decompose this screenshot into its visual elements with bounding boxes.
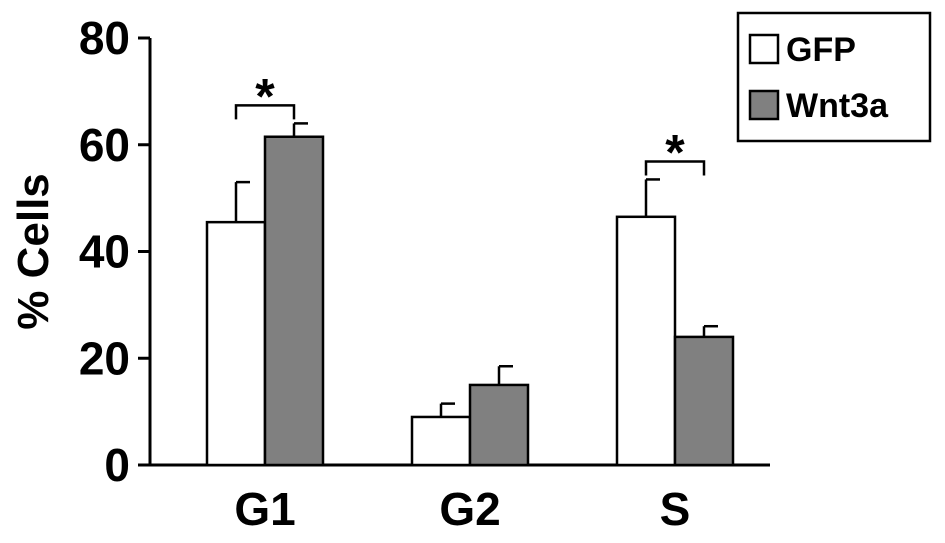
error-bars xyxy=(234,122,718,417)
y-axis-label: % Cells xyxy=(9,173,58,330)
legend-swatch-gfp xyxy=(748,33,780,65)
bar-wnt3a-g1 xyxy=(263,135,325,467)
bar-gfp-g2 xyxy=(410,415,472,467)
bars xyxy=(205,135,735,467)
category-label-g2: G2 xyxy=(439,483,500,535)
y-tick-label: 20 xyxy=(79,332,130,384)
significance-bracket xyxy=(644,160,706,176)
legend-swatch-wnt3a xyxy=(748,89,780,121)
y-tick-label: 0 xyxy=(104,439,130,491)
bar-wnt3a-s xyxy=(673,335,735,467)
category-label-s: S xyxy=(660,483,691,535)
y-tick-label: 60 xyxy=(79,119,130,171)
significance-star: * xyxy=(665,124,685,180)
y-ticks: 0 20 40 60 80 xyxy=(79,12,150,491)
category-label-g1: G1 xyxy=(234,483,295,535)
legend: GFP Wnt3a xyxy=(736,11,932,143)
legend-label-wnt3a: Wnt3a xyxy=(786,87,889,125)
bar-gfp-s xyxy=(615,215,677,467)
y-tick-label: 80 xyxy=(79,12,130,64)
legend-label-gfp: GFP xyxy=(786,31,856,69)
category-labels: G1 G2 S xyxy=(234,483,690,535)
significance-bracket xyxy=(234,104,296,120)
y-tick-label: 40 xyxy=(79,226,130,278)
significance-markers: ** xyxy=(234,68,706,180)
bar-wnt3a-g2 xyxy=(468,383,530,467)
bar-gfp-g1 xyxy=(205,220,267,467)
significance-star: * xyxy=(255,68,275,124)
